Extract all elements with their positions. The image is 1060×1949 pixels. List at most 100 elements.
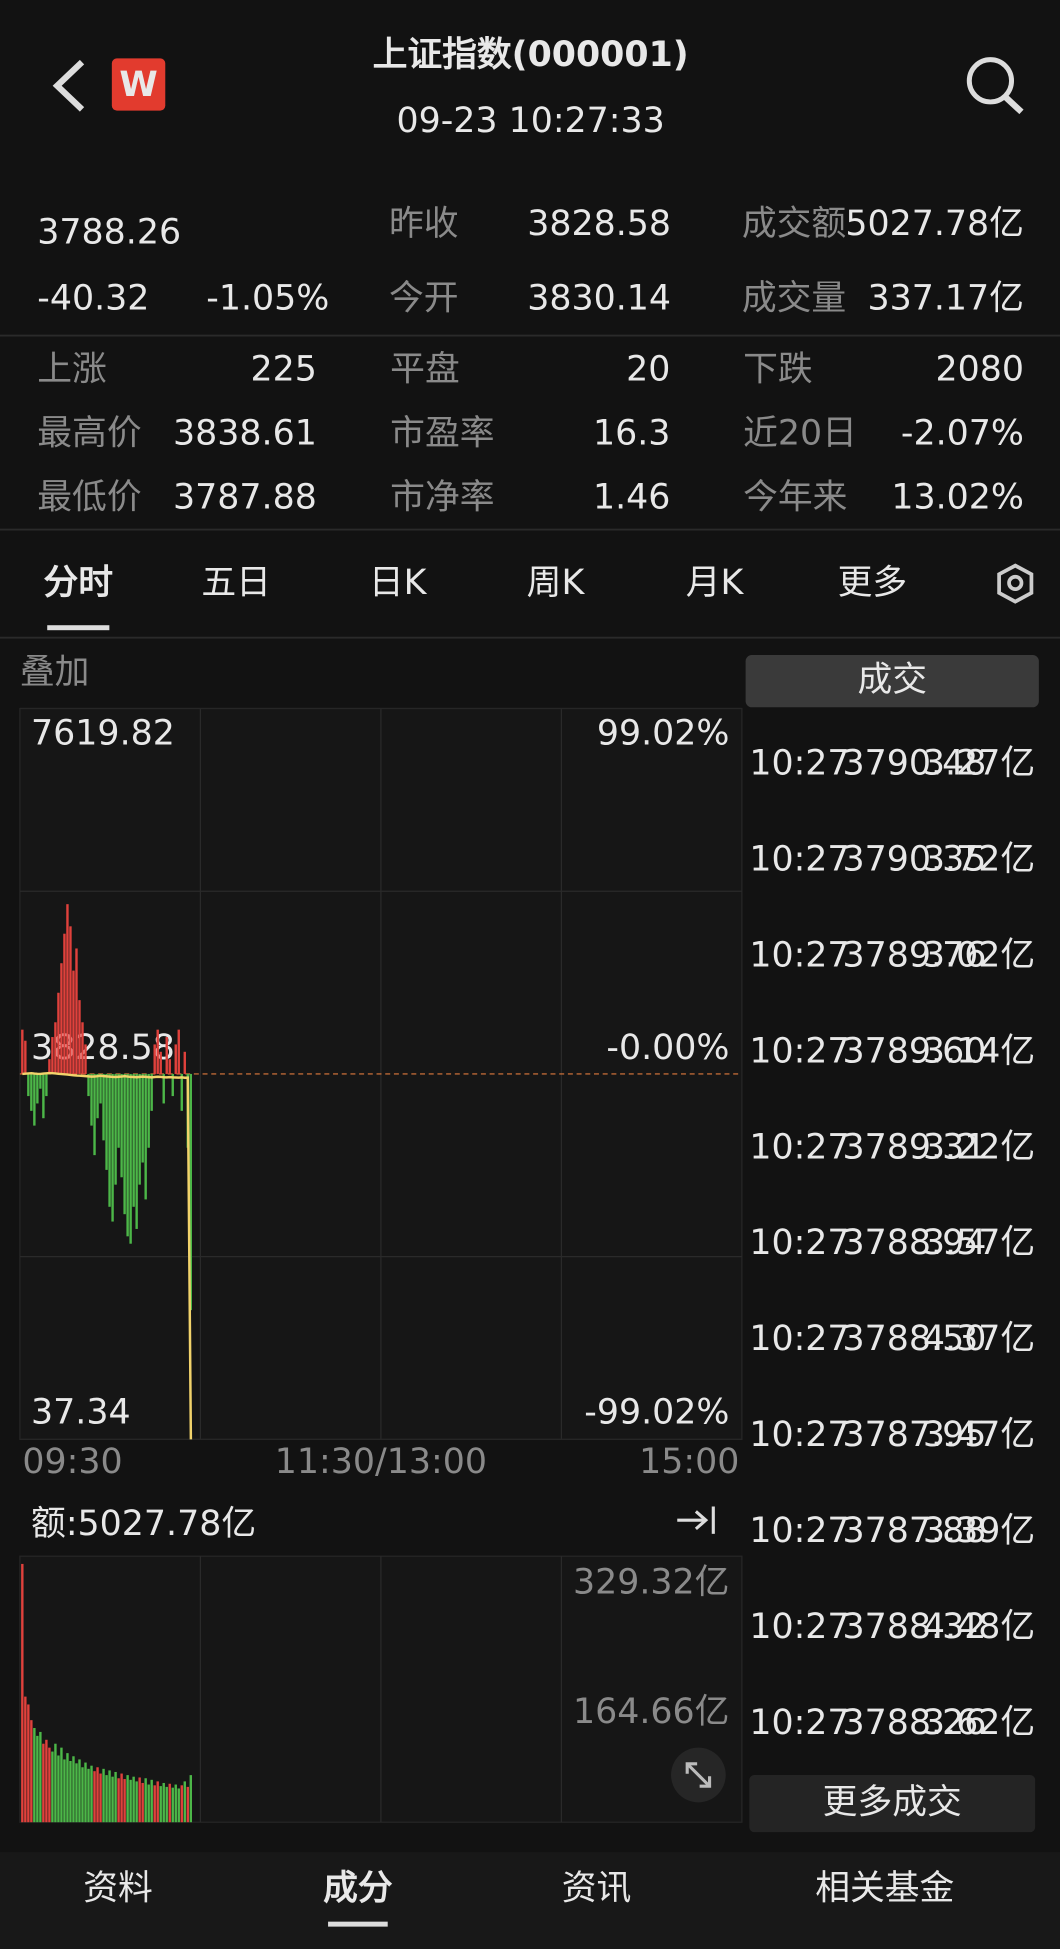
volume-bar (111, 1776, 114, 1823)
tab[interactable]: 更多 (838, 563, 908, 603)
stat-label: 今开 (389, 279, 459, 319)
stat-label: 最低价 (37, 477, 141, 517)
bottom-tab[interactable]: 资讯 (562, 1868, 632, 1908)
volume-bar (141, 1782, 144, 1823)
ratio-bar (117, 1073, 120, 1148)
volume-bar (183, 1781, 186, 1823)
settings-dot (1007, 574, 1024, 592)
tab[interactable]: 周K (527, 563, 586, 603)
stat-label: 平盘 (390, 349, 460, 389)
ratio-bar (120, 1073, 123, 1178)
volume-tick-label: 329.32亿 (573, 1563, 729, 1603)
volume-bar (99, 1773, 102, 1823)
price-line (22, 1071, 193, 1440)
trade-time: 10:27 (749, 1031, 849, 1071)
overlay-label: 叠加 (20, 653, 90, 693)
ratio-bar (42, 1073, 45, 1119)
search-handle (1003, 94, 1024, 115)
ratio-bar (78, 1000, 81, 1074)
stat-value: 225 (250, 349, 316, 389)
ratio-bar (153, 1044, 156, 1074)
tab[interactable]: 月K (686, 563, 745, 603)
y-tick-label: 7619.82 (31, 714, 175, 754)
bottom-tab[interactable]: 资料 (83, 1868, 153, 1908)
volume-bar (174, 1784, 177, 1823)
volume-bar (36, 1735, 39, 1823)
volume-bar (75, 1763, 78, 1823)
ratio-bar (159, 1051, 162, 1074)
volume-bar (51, 1751, 54, 1823)
ratio-bar (33, 1073, 36, 1126)
trade-time: 10:27 (749, 839, 849, 879)
ratio-bar (81, 1022, 84, 1074)
ratio-bar (105, 1073, 108, 1170)
stat-value: 3787.88 (173, 477, 317, 517)
trade-amount: 3.72亿 (923, 839, 1035, 879)
stat-value: 2080 (935, 349, 1024, 389)
volume-bar (66, 1753, 69, 1823)
trade-price: 3790.48 (843, 743, 987, 783)
trade-time: 10:27 (749, 1511, 849, 1551)
tab-indicator (47, 625, 110, 631)
ratio-bar (138, 1073, 141, 1185)
stat-value: 5027.78亿 (845, 204, 1024, 244)
ratio-bar (132, 1073, 135, 1207)
bottom-tab[interactable]: 成分 (323, 1868, 393, 1908)
x-tick-label: 09:30 (22, 1442, 122, 1482)
volume-bar (81, 1767, 84, 1823)
trade-time: 10:27 (749, 1319, 849, 1359)
trade-time: 10:27 (749, 935, 849, 975)
ratio-bar (72, 970, 75, 1074)
volume-bar (60, 1747, 63, 1823)
volume-bar (123, 1779, 126, 1823)
datetime: 09-23 10:27:33 (396, 101, 664, 141)
ratio-bar (174, 1044, 177, 1074)
ratio-bar (180, 1073, 183, 1111)
y2-tick-label: 99.02% (597, 714, 730, 754)
ratio-bar (111, 1073, 114, 1222)
trade-amount: 3.47亿 (923, 1415, 1035, 1455)
ratio-bar (69, 926, 72, 1074)
volume-bar (144, 1778, 147, 1823)
stat-value: 337.17亿 (867, 279, 1023, 319)
badge-letter: W (119, 65, 157, 105)
volume-bar (171, 1787, 174, 1823)
price: 3788.26 (37, 213, 181, 253)
ratio-bar (135, 1073, 138, 1229)
x-tick-label: 15:00 (639, 1442, 739, 1482)
volume-bar (63, 1759, 66, 1823)
stat-label: 昨收 (389, 204, 459, 244)
tab[interactable]: 五日 (201, 563, 271, 603)
volume-bar (96, 1767, 99, 1823)
tab[interactable]: 日K (369, 563, 428, 603)
ratio-bar (27, 1073, 30, 1097)
volume-bar (186, 1786, 189, 1823)
stat-value: 3838.61 (173, 413, 317, 453)
bottom-tab[interactable]: 相关基金 (815, 1868, 954, 1908)
ratio-bar (96, 1073, 99, 1119)
volume-bar (135, 1781, 138, 1823)
ratio-bar (114, 1073, 117, 1185)
volume-bar (165, 1786, 168, 1823)
ratio-bar (168, 1059, 171, 1074)
stat-label: 成交量 (742, 279, 846, 319)
settings-button[interactable] (997, 563, 1034, 604)
tab[interactable]: 分时 (44, 563, 114, 603)
more-trades[interactable]: 更多成交 (823, 1783, 962, 1823)
volume-bar (108, 1770, 111, 1823)
y-tick-label: 37.34 (31, 1392, 131, 1432)
search-button[interactable] (966, 57, 1015, 105)
more-trades-button[interactable] (749, 1774, 1036, 1833)
volume-bar (162, 1782, 165, 1823)
ratio-bar (171, 1073, 174, 1097)
ratio-bar (183, 1051, 186, 1074)
ratio-bar (39, 1073, 42, 1089)
stat-value: 13.02% (891, 477, 1024, 517)
volume-bar (153, 1785, 156, 1823)
back-button[interactable] (52, 59, 85, 112)
stat-label: 下跌 (743, 349, 813, 389)
volume-bar (84, 1762, 87, 1823)
trade-price: 3789.31 (843, 1127, 987, 1167)
expand-icon[interactable] (677, 1506, 715, 1534)
trade-amount: 4.37亿 (923, 1319, 1035, 1359)
